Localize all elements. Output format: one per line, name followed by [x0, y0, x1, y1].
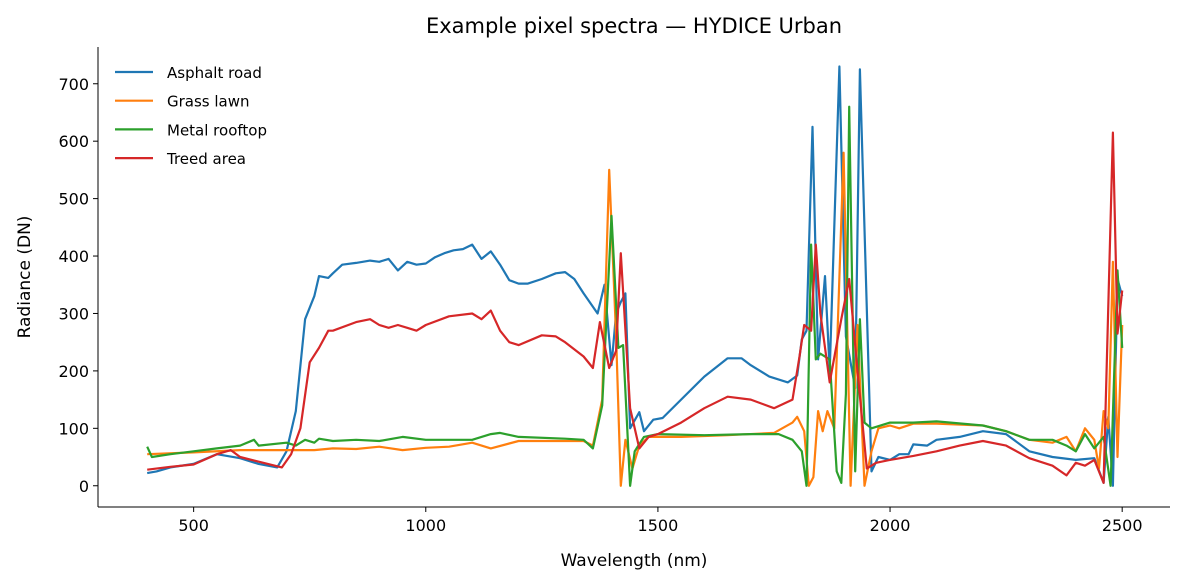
- y-tick-label: 0: [79, 477, 89, 496]
- legend-label: Grass lawn: [167, 93, 250, 111]
- legend-label: Asphalt road: [167, 64, 262, 82]
- x-tick-label: 1000: [405, 516, 446, 535]
- x-tick-label: 500: [178, 516, 209, 535]
- y-tick-label: 100: [58, 419, 89, 438]
- y-axis-label: Radiance (DN): [15, 216, 35, 339]
- series-line-treed-area: [147, 131, 1124, 484]
- legend-label: Metal rooftop: [167, 121, 267, 139]
- x-tick-label: 1500: [638, 516, 679, 535]
- legend-label: Treed area: [166, 150, 246, 168]
- y-tick-label: 700: [58, 75, 89, 94]
- y-tick-label: 300: [58, 304, 89, 323]
- x-tick-label: 2500: [1102, 516, 1143, 535]
- legend: Asphalt road Grass lawn Metal rooftop Treed…: [115, 64, 267, 168]
- series-line-grass-lawn: [147, 151, 1124, 487]
- y-tick-label: 500: [58, 190, 89, 209]
- y-tick-label: 200: [58, 362, 89, 381]
- y-tick-label: 600: [58, 132, 89, 151]
- chart-title: Example pixel spectra — HYDICE Urban: [426, 14, 842, 38]
- series-line-asphalt-road: [147, 65, 1124, 487]
- x-axis-label: Wavelength (nm): [561, 551, 708, 571]
- x-tick-label: 2000: [870, 516, 911, 535]
- y-tick-label: 400: [58, 247, 89, 266]
